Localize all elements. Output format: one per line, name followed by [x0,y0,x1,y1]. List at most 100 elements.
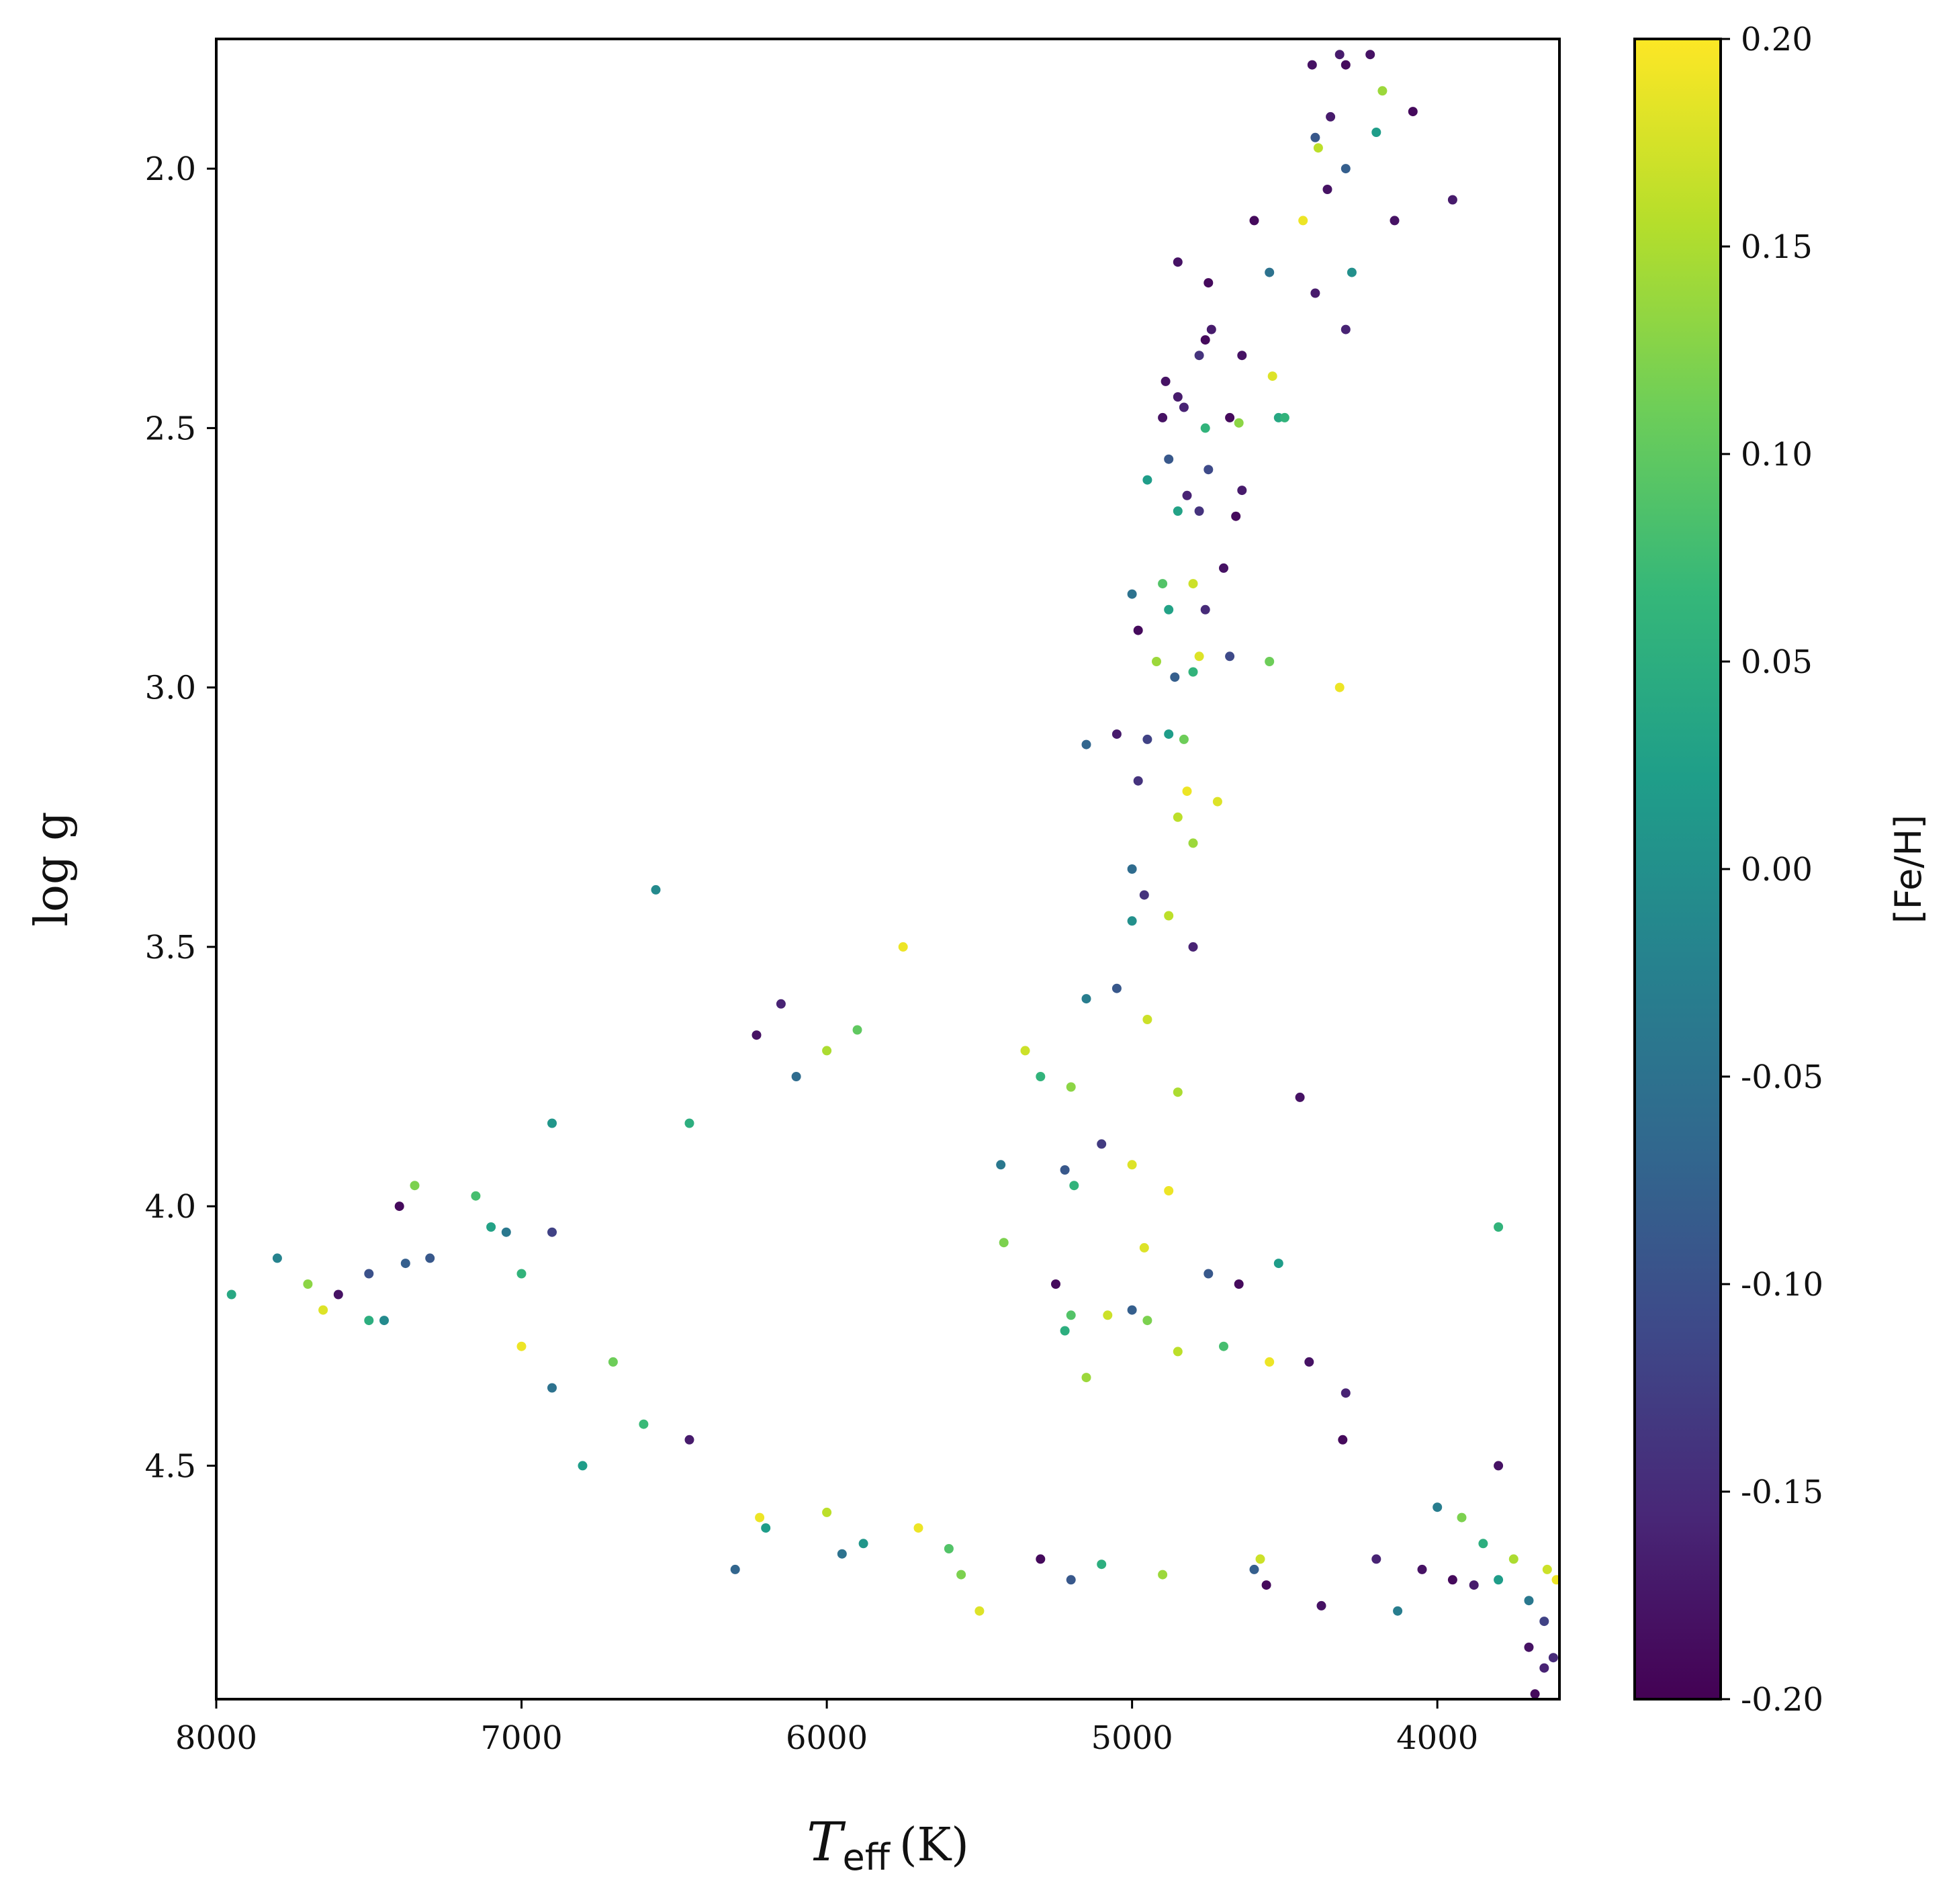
data-point [1200,604,1210,615]
data-point [1494,1575,1504,1585]
data-point [425,1253,435,1263]
data-point [1139,1242,1149,1253]
y-tick-label: 4.5 [145,1447,196,1485]
data-point [1524,1596,1534,1606]
y-tick-label: 3.0 [145,670,196,707]
data-point [1020,1046,1030,1056]
data-point [1194,506,1204,516]
data-point [1341,60,1351,70]
data-point [1200,335,1210,345]
data-point [1298,216,1308,226]
data-point [1524,1642,1534,1652]
data-point [1539,1617,1549,1627]
data-point [1304,1357,1314,1367]
data-point [1164,604,1174,615]
y-tick-label: 3.5 [145,929,196,966]
data-point [1060,1165,1070,1175]
data-point [410,1181,420,1191]
data-point [1173,812,1183,822]
data-point [364,1269,374,1279]
data-point [394,1202,404,1212]
x-tick-label: 5000 [1091,1719,1173,1757]
data-point [1417,1564,1427,1574]
plot-frame [215,38,1561,1701]
data-point [1103,1310,1113,1320]
x-axis-label: Teff (K) [807,1811,969,1878]
data-point [1267,371,1277,381]
data-point [1234,418,1244,428]
data-point [755,1512,765,1523]
data-point [1231,511,1241,521]
data-point [1338,1435,1348,1445]
data-point [1158,412,1168,422]
data-point [1188,942,1198,952]
data-point [1203,465,1214,475]
data-point [1313,143,1323,153]
data-point [1457,1512,1467,1523]
data-point [1182,490,1192,500]
data-point [1377,86,1388,96]
data-point [1081,1373,1091,1383]
data-point [1310,288,1320,298]
data-point [1310,132,1320,142]
data-point [1478,1539,1488,1549]
data-point [1371,128,1381,137]
data-point [1194,351,1204,361]
data-point [752,1030,762,1040]
data-point [639,1419,649,1429]
data-point [1433,1502,1443,1512]
data-point [684,1435,694,1445]
colorbar-axis: -0.20 -0.15 -0.10 -0.05 0.00 0.05 0.10 0.15 0.20 [1721,21,1823,1719]
colorbar-tick-label: 0.10 [1741,436,1813,473]
data-point [1142,1015,1152,1024]
data-point [1341,1388,1351,1398]
data-point [1334,682,1345,692]
data-point [516,1269,527,1279]
data-point [684,1118,694,1128]
data-point [1265,1357,1275,1367]
x-axis: 8000 7000 6000 5000 4000 [175,1699,1478,1757]
data-point [1237,351,1247,361]
data-point [1127,916,1137,926]
colorbar [1635,39,1721,1699]
data-point [1173,392,1183,402]
colorbar-tick-label: -0.10 [1741,1266,1823,1304]
data-point [1142,475,1152,485]
data-point [1179,402,1189,412]
data-point [956,1570,966,1580]
data-point [1127,864,1137,874]
data-point [1158,579,1168,589]
data-point [791,1072,801,1081]
data-point [1142,1316,1152,1326]
data-point [318,1305,328,1315]
data-point [1164,729,1174,739]
data-point [1365,50,1375,60]
data-point [1225,412,1235,422]
data-point [1066,1082,1076,1092]
data-point [1097,1139,1107,1149]
data-point [400,1259,410,1269]
data-point [1219,563,1228,573]
data-point [913,1523,923,1533]
data-point [1188,579,1198,589]
data-point [1127,1160,1137,1170]
data-point [1279,412,1289,422]
data-point [1316,1600,1326,1611]
data-point [379,1316,389,1326]
data-point [1265,657,1275,666]
data-point [1203,1269,1214,1279]
data-point [1237,486,1247,496]
data-point [1255,1554,1265,1564]
data-point [516,1341,527,1351]
data-point [1261,1580,1271,1590]
data-point [1203,278,1214,288]
data-point [1097,1559,1107,1570]
data-point [1539,1663,1549,1673]
scatter-points [226,50,1559,1699]
x-tick-label: 7000 [480,1719,562,1757]
data-point [1182,786,1192,797]
data-point [1133,625,1143,635]
data-point [1170,672,1180,682]
data-point [1322,185,1332,194]
data-point [1295,1092,1305,1102]
